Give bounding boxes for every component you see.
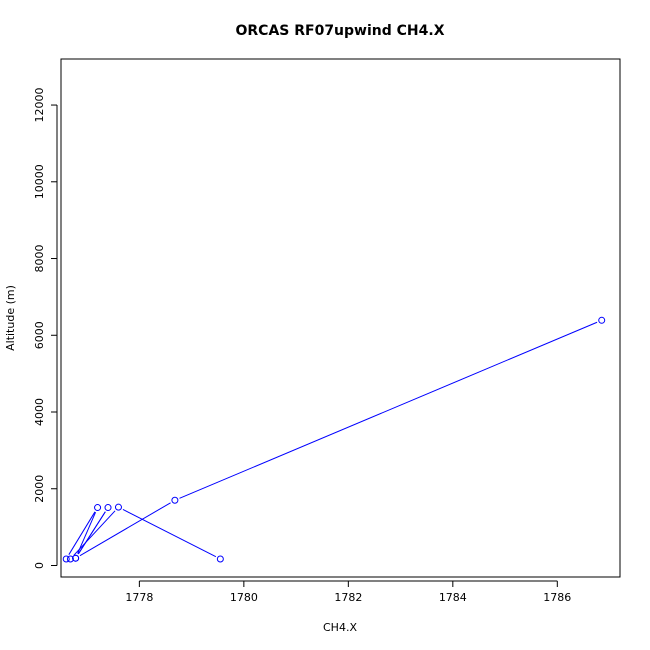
series-layer bbox=[62, 316, 606, 563]
x-tick-label: 1786 bbox=[543, 591, 571, 604]
x-tick-label: 1778 bbox=[125, 591, 153, 604]
data-point bbox=[216, 555, 224, 563]
data-point bbox=[114, 503, 122, 511]
data-point bbox=[94, 504, 102, 512]
series-segment bbox=[68, 511, 96, 555]
data-point bbox=[72, 554, 80, 562]
y-tick-label: 2000 bbox=[33, 475, 46, 503]
series-segment bbox=[79, 502, 171, 557]
data-point bbox=[104, 504, 112, 512]
y-tick-label: 8000 bbox=[33, 245, 46, 273]
x-tick-label: 1784 bbox=[439, 591, 467, 604]
series-segment bbox=[122, 508, 217, 558]
series-segment bbox=[179, 321, 598, 499]
x-axis-title: CH4.X bbox=[323, 621, 357, 634]
chart-title: ORCAS RF07upwind CH4.X bbox=[235, 23, 444, 39]
plot-frame bbox=[60, 58, 621, 578]
data-point bbox=[62, 555, 70, 563]
y-tick-label: 4000 bbox=[33, 398, 46, 426]
y-tick-label: 12000 bbox=[33, 88, 46, 123]
data-point bbox=[66, 555, 74, 563]
series-segment bbox=[73, 510, 116, 556]
x-tick-label: 1782 bbox=[334, 591, 362, 604]
data-point bbox=[598, 316, 606, 324]
y-axis: 0 2000 4000 6000 8000 10000 12000 bbox=[33, 88, 58, 569]
series-segment bbox=[77, 511, 106, 555]
y-tick-label: 0 bbox=[33, 562, 46, 569]
y-axis-title: Altitude (m) bbox=[4, 285, 17, 351]
y-tick-label: 10000 bbox=[33, 164, 46, 199]
x-tick-label: 1780 bbox=[230, 591, 258, 604]
x-axis: 1778 1780 1782 1784 1786 bbox=[125, 580, 571, 604]
series-segment bbox=[77, 511, 97, 554]
data-point bbox=[171, 496, 179, 504]
y-tick-label: 6000 bbox=[33, 321, 46, 349]
